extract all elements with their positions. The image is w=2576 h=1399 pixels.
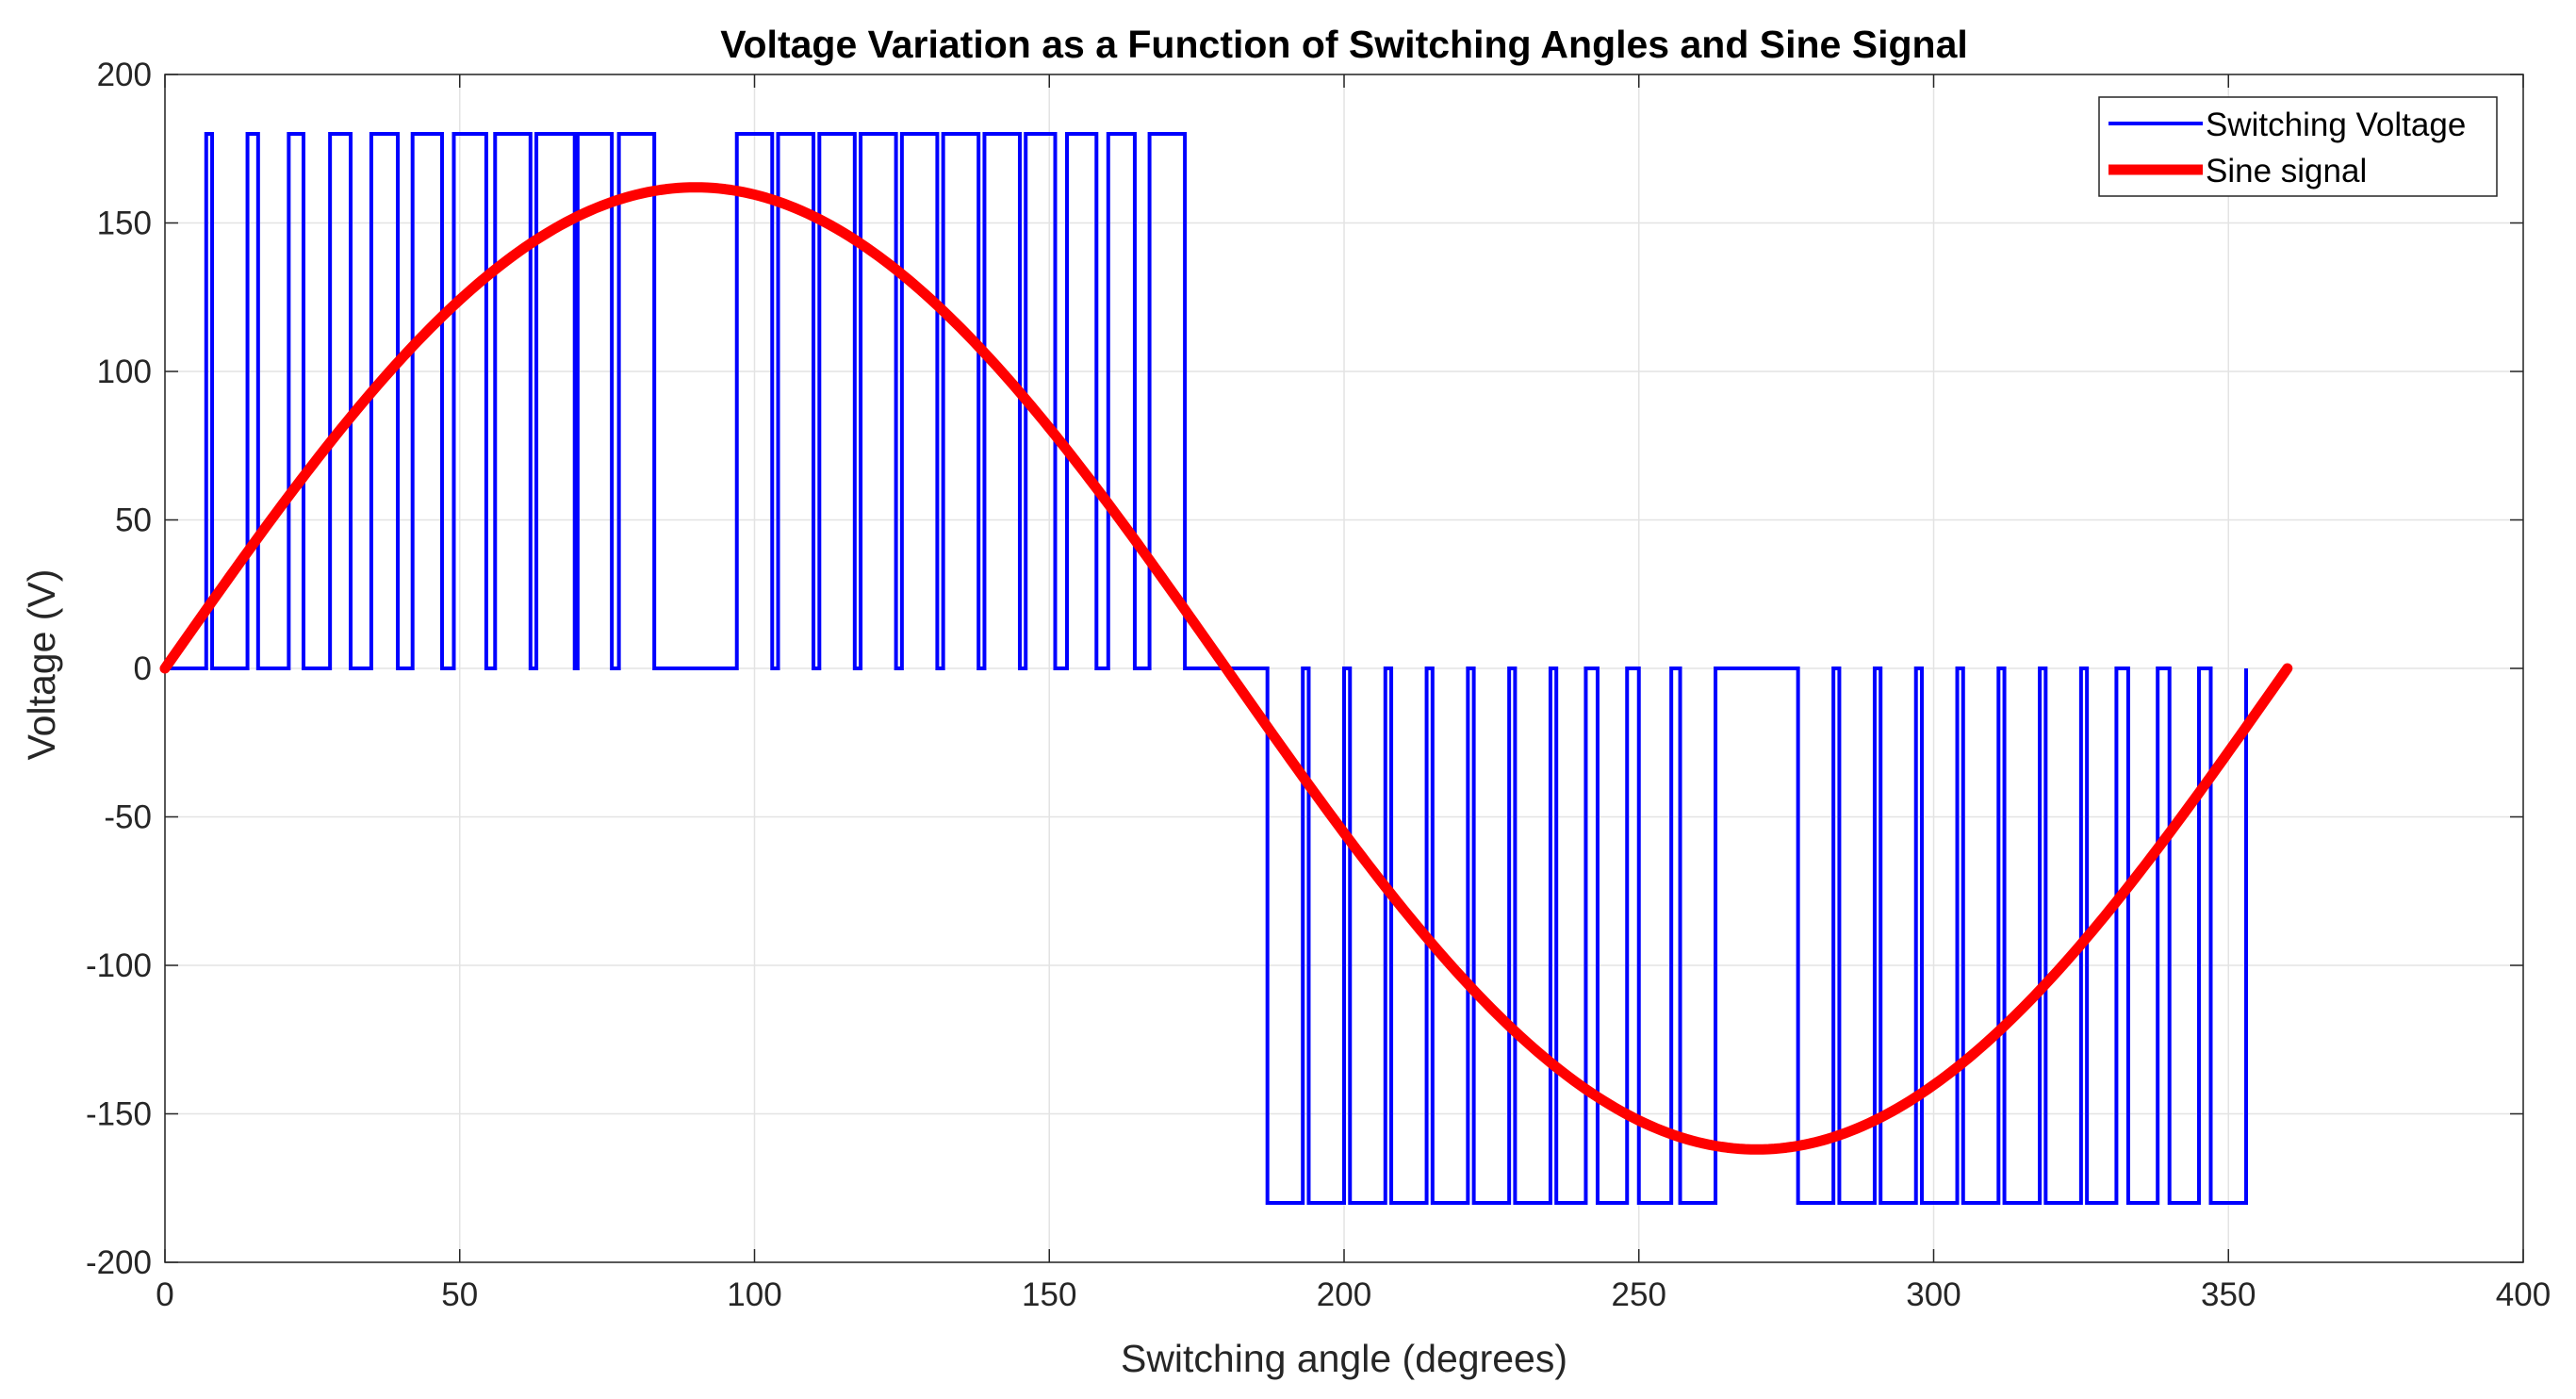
plot-series xyxy=(159,132,2293,1205)
x-tick-label: 50 xyxy=(441,1276,478,1313)
legend-label-switching-voltage: Switching Voltage xyxy=(2206,107,2466,143)
y-tick-label: 50 xyxy=(115,502,152,539)
legend: Switching Voltage Sine signal xyxy=(2098,96,2498,197)
series-line-sine-signal xyxy=(159,182,2293,1155)
legend-box xyxy=(2098,96,2498,197)
x-tick-label: 250 xyxy=(1612,1276,1666,1313)
x-tick-label: 100 xyxy=(727,1276,781,1313)
y-axis-title: Voltage (V) xyxy=(20,569,63,761)
y-tick-label: 150 xyxy=(97,206,152,242)
x-tick-label: 400 xyxy=(2496,1276,2551,1313)
y-tick-label: 0 xyxy=(134,650,152,687)
y-tick-label: -100 xyxy=(86,947,152,984)
x-tick-label: 350 xyxy=(2201,1276,2256,1313)
y-tick-label: -200 xyxy=(86,1244,152,1281)
chart-title: Voltage Variation as a Function of Switc… xyxy=(720,23,1968,66)
x-tick-label: 0 xyxy=(156,1276,173,1313)
tick-labels: 0 50 100 150 200 250 300 350 400 200 150 100 50 0 -50 -… xyxy=(86,57,2551,1313)
series-line-switching-voltage xyxy=(165,132,2249,1205)
x-axis-title: Switching angle (degrees) xyxy=(1121,1337,1567,1380)
y-tick-label: -150 xyxy=(86,1096,152,1133)
legend-label-sine-signal: Sine signal xyxy=(2206,153,2367,189)
y-tick-label: -50 xyxy=(104,799,152,836)
y-tick-label: 200 xyxy=(97,57,152,93)
y-tick-label: 100 xyxy=(97,354,152,390)
x-tick-label: 150 xyxy=(1022,1276,1076,1313)
x-tick-label: 200 xyxy=(1317,1276,1371,1313)
x-tick-label: 300 xyxy=(1906,1276,1961,1313)
